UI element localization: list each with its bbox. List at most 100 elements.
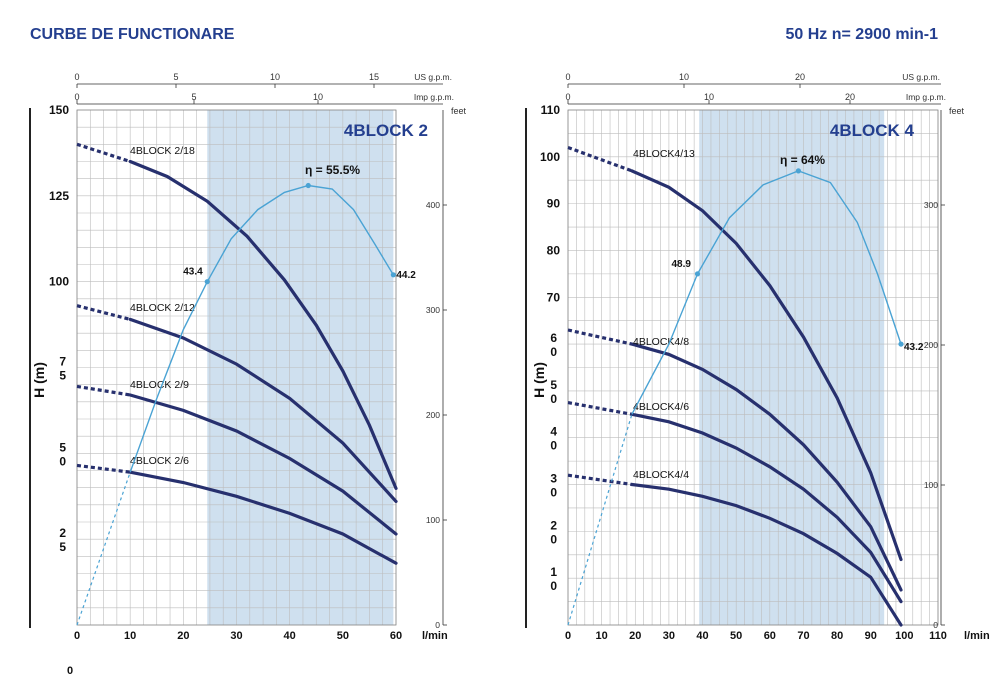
flow-tick-label: 20 xyxy=(629,630,641,642)
us-gpm-tick-label: 20 xyxy=(795,72,805,82)
series-label: 4BLOCK 2/9 xyxy=(130,379,189,391)
efficiency-point-label: 48.9 xyxy=(672,259,692,270)
us-gpm-tick-label: 15 xyxy=(369,72,379,82)
y-axis-label: H (m) xyxy=(531,362,547,398)
plot-frame xyxy=(567,109,939,626)
us-gpm-tick-label: 0 xyxy=(565,72,570,82)
efficiency-curve xyxy=(631,170,902,415)
page-title: CURBE DE FUNCTIONARE xyxy=(30,26,235,43)
series-curve xyxy=(630,482,903,627)
series-label: 4BLOCK4/4 xyxy=(633,469,689,481)
series-curve xyxy=(128,393,398,536)
head-tick-label: 90 xyxy=(547,197,561,211)
flow-tick-label: 80 xyxy=(831,630,843,642)
efficiency-label: η = 55.5% xyxy=(305,163,360,177)
series-label: 4BLOCK4/6 xyxy=(633,401,689,413)
efficiency-point xyxy=(694,271,701,277)
grid xyxy=(567,109,939,626)
flow-tick-label: 60 xyxy=(390,630,402,642)
imp-gpm-tick-label: 0 xyxy=(565,92,570,102)
us-gpm-tick-label: 10 xyxy=(270,72,280,82)
head-tick-label: 125 xyxy=(49,189,69,203)
imp-gpm-tick-label: 10 xyxy=(704,92,714,102)
head-tick-label: 80 xyxy=(547,243,561,257)
flow-tick-label: 30 xyxy=(230,630,242,642)
flow-tick-label: 60 xyxy=(764,630,776,642)
series-curve xyxy=(630,342,903,592)
imp-gpm-tick-label: 5 xyxy=(191,92,196,102)
imp-gpm-tick-label: 0 xyxy=(74,92,79,102)
flow-tick-label: 10 xyxy=(596,630,608,642)
flow-tick-label: 90 xyxy=(865,630,877,642)
feet-label: feet xyxy=(949,106,965,116)
series-curve-dashed xyxy=(567,473,633,487)
feet-tick-label: 0 xyxy=(933,620,938,630)
flow-tick-label: 50 xyxy=(730,630,742,642)
series-curve xyxy=(630,169,903,562)
efficiency-point-label: 43.2 xyxy=(904,342,924,353)
y-axis-label: H (m) xyxy=(31,362,47,398)
efficiency-curve-dashed xyxy=(567,414,633,626)
efficiency-point xyxy=(898,341,904,347)
series-curve xyxy=(128,470,398,565)
flow-tick-label: 20 xyxy=(177,630,189,642)
efficiency-point xyxy=(204,279,210,285)
head-tick-label: 150 xyxy=(49,103,69,117)
efficiency-curve-dashed xyxy=(76,472,131,626)
efficiency-label: η = 64% xyxy=(780,153,825,167)
series-label: 4BLOCK4/8 xyxy=(633,336,689,348)
series-curve-dashed xyxy=(76,142,131,164)
grid xyxy=(76,109,397,626)
us-gpm-label: US g.p.m. xyxy=(902,72,940,82)
series-curve xyxy=(128,159,398,490)
series-curve xyxy=(128,317,398,503)
us-gpm-tick-label: 10 xyxy=(679,72,689,82)
series-curve xyxy=(630,412,903,604)
head-tick-label: 100 xyxy=(540,150,560,164)
plot-frame xyxy=(76,109,397,626)
imp-gpm-tick-label: 10 xyxy=(313,92,323,102)
head-tick-label-zero: 0 xyxy=(67,665,73,677)
flow-tick-label: 70 xyxy=(797,630,809,642)
efficiency-point xyxy=(795,168,802,174)
us-gpm-label: US g.p.m. xyxy=(414,72,452,82)
efficiency-point-label: 44.2 xyxy=(396,270,416,281)
feet-tick-label: 100 xyxy=(426,515,440,525)
feet-tick-label: 300 xyxy=(924,200,938,210)
flow-tick-label: 10 xyxy=(124,630,136,642)
feet-tick-label: 200 xyxy=(426,410,440,420)
head-tick-label: 110 xyxy=(541,103,561,117)
flow-tick-label: 30 xyxy=(663,630,675,642)
series-curve-dashed xyxy=(567,328,633,346)
head-tick-label: 70 xyxy=(547,290,561,304)
imp-gpm-label: Imp g.p.m. xyxy=(906,92,946,102)
feet-tick-label: 0 xyxy=(435,620,440,630)
flow-tick-label: 100 xyxy=(895,630,913,642)
frequency-label: 50 Hz n= 2900 min-1 xyxy=(785,26,938,43)
efficiency-point xyxy=(305,182,311,189)
x-axis-label: l/min xyxy=(964,630,990,642)
series-label: 4BLOCK 2/18 xyxy=(130,145,195,157)
x-axis-label: l/min xyxy=(422,630,448,642)
chart-title: 4BLOCK 2 xyxy=(344,121,428,140)
series-curve-dashed xyxy=(76,463,131,474)
flow-tick-label: 0 xyxy=(74,630,80,642)
series-curve-dashed xyxy=(76,384,131,397)
series-curve-dashed xyxy=(76,304,131,321)
feet-label: feet xyxy=(451,106,467,116)
series-curve-dashed xyxy=(567,145,633,173)
chart-title: 4BLOCK 4 xyxy=(830,121,915,140)
flow-tick-label: 50 xyxy=(337,630,349,642)
efficiency-point-label: 43.4 xyxy=(183,267,203,278)
us-gpm-tick-label: 0 xyxy=(74,72,79,82)
flow-tick-label: 0 xyxy=(565,630,571,642)
series-curve-dashed xyxy=(567,401,633,416)
